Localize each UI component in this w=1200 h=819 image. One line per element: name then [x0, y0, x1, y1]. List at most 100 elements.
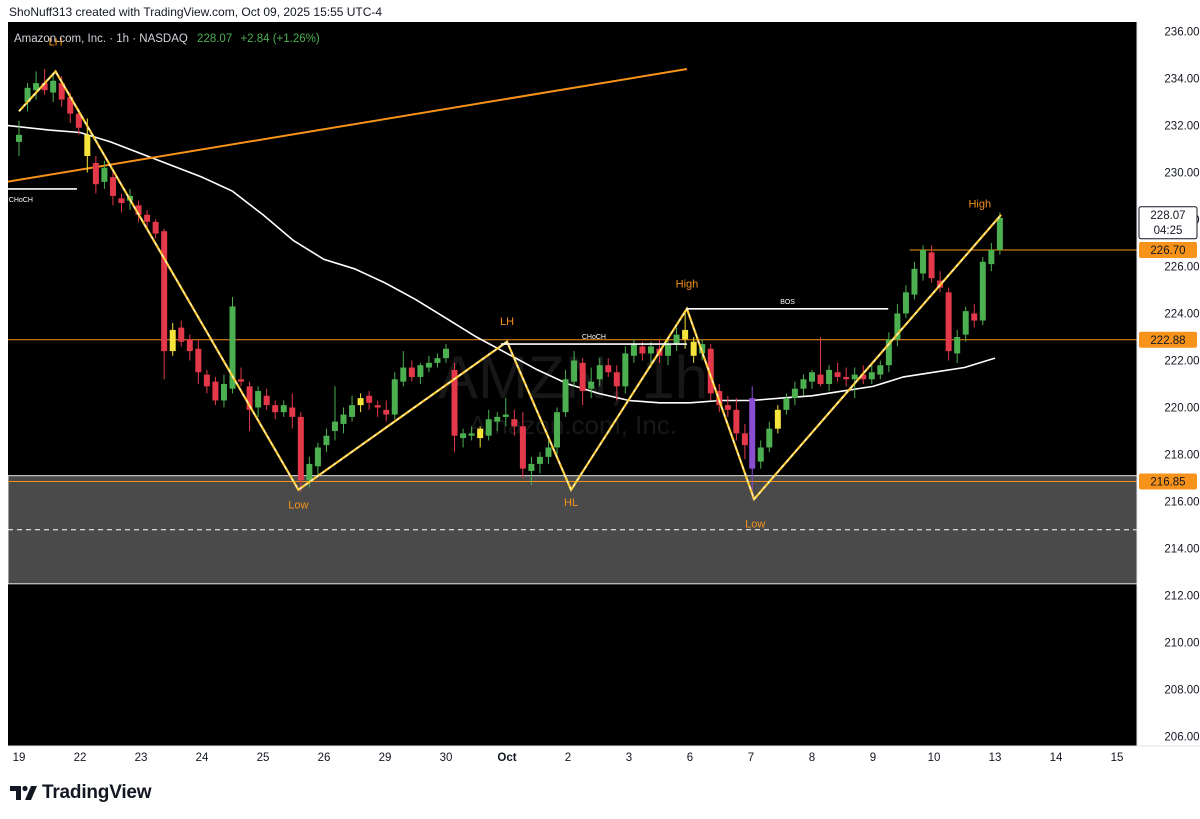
candle[interactable]: [101, 160, 108, 189]
candle[interactable]: [425, 355, 432, 373]
candle[interactable]: [588, 367, 595, 399]
candle[interactable]: [528, 456, 535, 486]
candle[interactable]: [690, 336, 697, 363]
candle[interactable]: [809, 369, 815, 389]
candle[interactable]: [707, 344, 714, 401]
candle[interactable]: [774, 405, 781, 434]
candle[interactable]: [417, 362, 424, 384]
candle[interactable]: [24, 83, 31, 112]
candle[interactable]: [349, 395, 356, 422]
candle[interactable]: [971, 304, 978, 328]
candle[interactable]: [741, 423, 748, 460]
candle[interactable]: [212, 376, 219, 406]
moving-average-line[interactable]: [6, 124, 996, 404]
candle[interactable]: [605, 358, 612, 377]
tradingview-logo[interactable]: TradingView: [10, 782, 152, 804]
candle[interactable]: [749, 386, 756, 500]
candle[interactable]: [460, 428, 467, 448]
candle[interactable]: [391, 372, 398, 420]
candle[interactable]: [962, 306, 969, 342]
price-badge[interactable]: 226.70: [1139, 242, 1197, 259]
demand-zone[interactable]: [7, 475, 1138, 585]
price-scale[interactable]: [1137, 22, 1200, 746]
candle[interactable]: [477, 426, 484, 448]
candle[interactable]: [169, 322, 176, 356]
candle[interactable]: [340, 407, 347, 434]
candle[interactable]: [272, 400, 279, 420]
trendline[interactable]: [6, 68, 688, 183]
candle[interactable]: [928, 245, 935, 283]
candle[interactable]: [877, 360, 884, 380]
candle[interactable]: [152, 219, 159, 239]
candle[interactable]: [297, 412, 304, 493]
candle[interactable]: [135, 200, 142, 222]
candle[interactable]: [868, 362, 875, 384]
candle[interactable]: [902, 285, 909, 319]
candle[interactable]: [511, 409, 518, 436]
candle[interactable]: [263, 388, 270, 410]
candle[interactable]: [545, 440, 552, 464]
candle[interactable]: [766, 421, 773, 453]
time-scale[interactable]: [8, 746, 1137, 769]
candle[interactable]: [178, 320, 185, 347]
candle[interactable]: [996, 212, 1003, 255]
candle[interactable]: [682, 311, 689, 349]
candle[interactable]: [579, 358, 586, 406]
candle[interactable]: [988, 242, 995, 272]
candle[interactable]: [724, 395, 731, 417]
candle[interactable]: [622, 346, 629, 394]
candle[interactable]: [255, 386, 262, 417]
candle[interactable]: [400, 351, 407, 387]
candle[interactable]: [314, 442, 321, 476]
chart-area[interactable]: AMZN, 1h Amazon.com, Inc. CHoCH CHoCH BOS …: [6, 22, 1200, 769]
candle[interactable]: [613, 365, 620, 401]
candle[interactable]: [783, 393, 790, 415]
candle[interactable]: [443, 344, 449, 363]
price-chart[interactable]: AMZN, 1h Amazon.com, Inc. CHoCHCHoCHBOS …: [6, 22, 1200, 769]
candle[interactable]: [665, 336, 672, 366]
candle[interactable]: [757, 440, 764, 469]
candle[interactable]: [144, 210, 151, 229]
candle[interactable]: [366, 391, 373, 410]
candle[interactable]: [920, 245, 927, 281]
price-badge[interactable]: 222.88: [1139, 331, 1197, 348]
candle[interactable]: [519, 412, 526, 479]
candle[interactable]: [494, 412, 501, 432]
candle[interactable]: [800, 374, 807, 396]
candle[interactable]: [485, 409, 492, 441]
candle[interactable]: [238, 367, 245, 387]
candle[interactable]: [374, 400, 381, 417]
candle[interactable]: [280, 400, 287, 417]
candle[interactable]: [885, 332, 892, 373]
candle[interactable]: [357, 393, 364, 413]
candle[interactable]: [571, 351, 578, 387]
candle[interactable]: [16, 120, 22, 156]
candle[interactable]: [434, 353, 441, 368]
candle[interactable]: [536, 452, 543, 474]
candle[interactable]: [33, 71, 40, 100]
candle[interactable]: [911, 261, 918, 300]
price-badge[interactable]: 228.07 04:25: [1138, 206, 1198, 240]
candle[interactable]: [195, 339, 202, 384]
candle[interactable]: [468, 426, 475, 441]
price-badge[interactable]: 216.85: [1139, 473, 1197, 490]
candle[interactable]: [945, 287, 952, 361]
candle[interactable]: [203, 369, 210, 394]
candle[interactable]: [562, 369, 569, 417]
candle[interactable]: [186, 334, 193, 361]
candle[interactable]: [50, 73, 57, 102]
candle[interactable]: [331, 386, 338, 441]
candle[interactable]: [979, 257, 986, 326]
candle[interactable]: [834, 362, 841, 382]
candle[interactable]: [408, 360, 415, 382]
candle[interactable]: [843, 367, 850, 387]
candle[interactable]: [289, 393, 296, 429]
candle[interactable]: [733, 398, 740, 441]
candle[interactable]: [161, 228, 168, 380]
candle[interactable]: [502, 398, 509, 427]
candle[interactable]: [220, 374, 227, 408]
candle[interactable]: [673, 327, 680, 352]
candle[interactable]: [791, 381, 798, 406]
candle[interactable]: [817, 336, 824, 387]
candle[interactable]: [596, 358, 603, 387]
